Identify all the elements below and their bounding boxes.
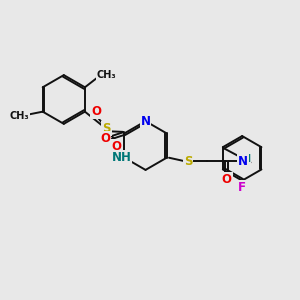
Text: NH: NH bbox=[112, 151, 131, 164]
Text: CH₃: CH₃ bbox=[97, 70, 116, 80]
Text: S: S bbox=[102, 122, 111, 135]
Text: S: S bbox=[184, 155, 192, 168]
Text: F: F bbox=[238, 181, 246, 194]
Text: O: O bbox=[91, 105, 101, 118]
Text: O: O bbox=[100, 132, 110, 145]
Text: O: O bbox=[112, 140, 122, 153]
Text: N: N bbox=[140, 115, 151, 128]
Text: CH₃: CH₃ bbox=[9, 111, 29, 121]
Text: O: O bbox=[222, 172, 232, 186]
Text: H: H bbox=[242, 154, 250, 164]
Text: N: N bbox=[238, 155, 248, 168]
